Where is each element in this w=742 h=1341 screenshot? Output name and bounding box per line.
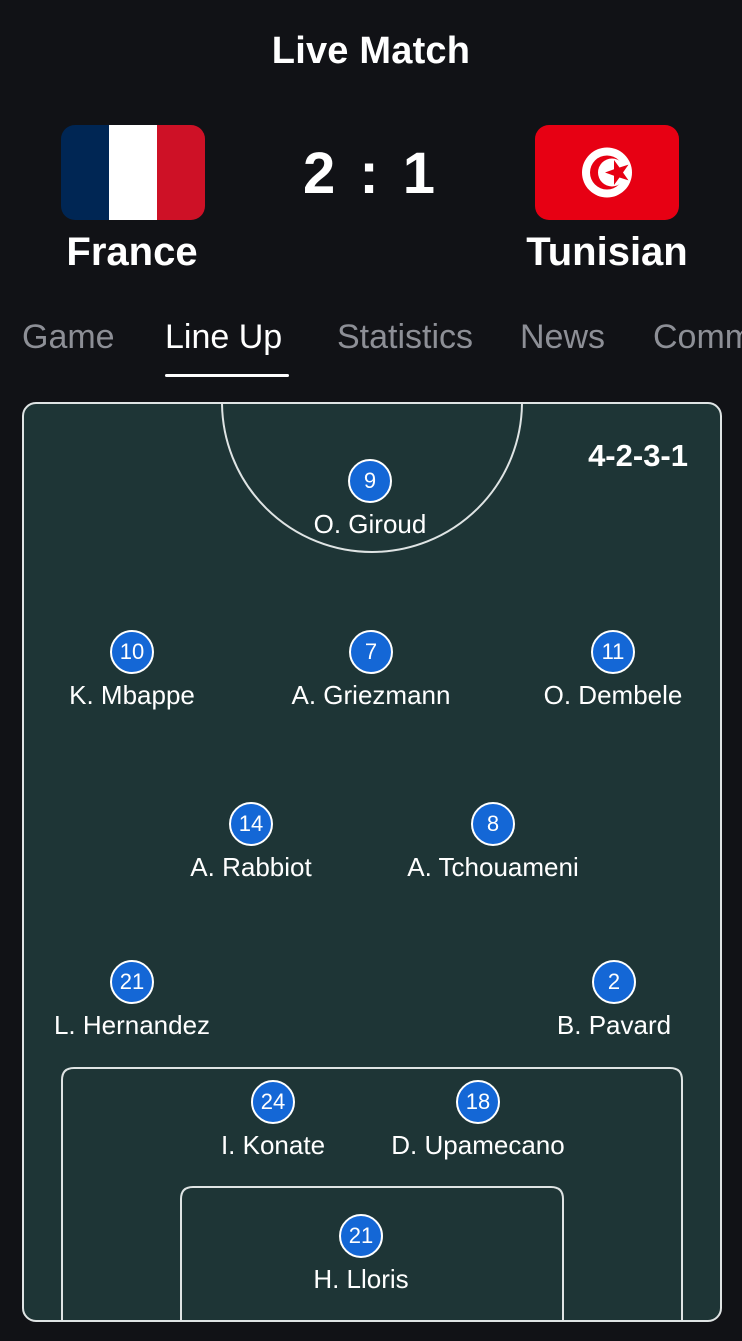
player-griezmann[interactable]: 7 A. Griezmann — [261, 630, 481, 711]
player-tchouameni[interactable]: 8 A. Tchouameni — [383, 802, 603, 883]
player-name: O. Giroud — [313, 509, 427, 539]
player-number-badge: 9 — [348, 459, 392, 503]
player-name: H. Lloris — [313, 1264, 409, 1294]
player-number-badge: 21 — [339, 1214, 383, 1258]
player-number-badge: 2 — [592, 960, 636, 1004]
tab-game[interactable]: Game — [22, 318, 115, 356]
lineup-pitch — [22, 402, 722, 1322]
player-name: D. Upamecano — [391, 1130, 565, 1160]
match-tabs: Game Line Up Statistics News Comm — [0, 318, 742, 378]
player-name: I. Konate — [220, 1130, 326, 1160]
player-name: A. Rabbiot — [190, 852, 312, 882]
player-upamecano[interactable]: 18 D. Upamecano — [368, 1080, 588, 1161]
player-number-badge: 14 — [229, 802, 273, 846]
player-name: L. Hernandez — [53, 1010, 211, 1040]
tab-news[interactable]: News — [520, 318, 606, 356]
player-number-badge: 11 — [591, 630, 635, 674]
player-mbappe[interactable]: 10 K. Mbappe — [22, 630, 242, 711]
player-number-badge: 24 — [251, 1080, 295, 1124]
player-number-badge: 8 — [471, 802, 515, 846]
player-name: B. Pavard — [556, 1010, 672, 1040]
player-number-badge: 7 — [349, 630, 393, 674]
player-dembele[interactable]: 11 O. Dembele — [503, 630, 723, 711]
tab-line-up[interactable]: Line Up — [165, 318, 283, 356]
player-giroud[interactable]: 9 O. Giroud — [260, 459, 480, 540]
tab-statistics[interactable]: Statistics — [337, 318, 474, 356]
pitch-lines — [61, 404, 683, 1320]
home-team-name: France — [66, 230, 198, 274]
player-number-badge: 21 — [110, 960, 154, 1004]
player-konate[interactable]: 24 I. Konate — [163, 1080, 383, 1161]
player-hernandez[interactable]: 21 L. Hernandez — [22, 960, 242, 1041]
away-team-name: Tunisian — [526, 230, 688, 274]
player-name: A. Griezmann — [291, 680, 451, 710]
player-name: A. Tchouameni — [407, 852, 579, 882]
player-number-badge: 18 — [456, 1080, 500, 1124]
active-tab-indicator — [165, 374, 289, 377]
player-number-badge: 10 — [110, 630, 154, 674]
player-pavard[interactable]: 2 B. Pavard — [504, 960, 724, 1041]
tunisia-flag-icon — [535, 125, 679, 220]
player-name: O. Dembele — [543, 680, 683, 710]
france-flag-icon — [61, 125, 205, 220]
tab-comments[interactable]: Comm — [653, 318, 742, 356]
player-rabbiot[interactable]: 14 A. Rabbiot — [141, 802, 361, 883]
player-lloris[interactable]: 21 H. Lloris — [251, 1214, 471, 1295]
match-score: 2 : 1 — [302, 141, 440, 206]
player-name: K. Mbappe — [69, 680, 195, 710]
formation-label: 4-2-3-1 — [588, 438, 688, 473]
page-title: Live Match — [271, 30, 471, 72]
